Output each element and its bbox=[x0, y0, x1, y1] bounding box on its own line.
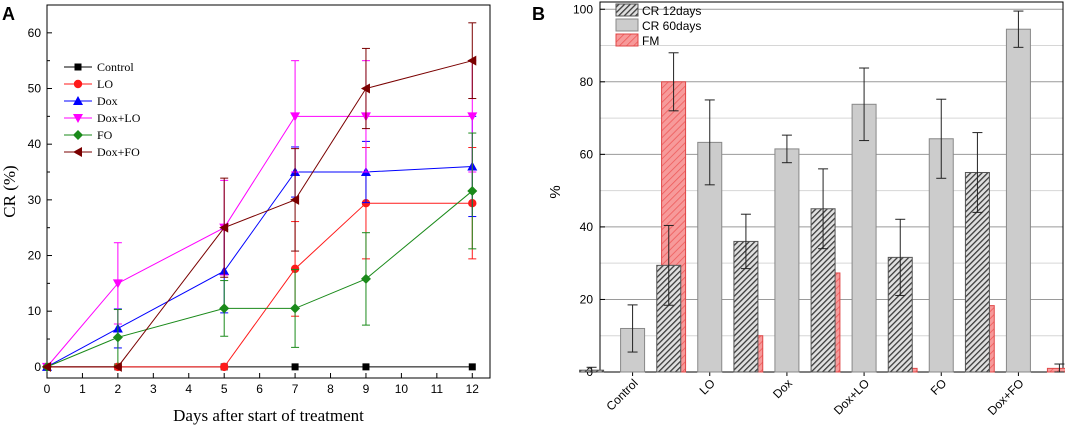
legend-label: FO bbox=[97, 128, 113, 142]
legend-marker bbox=[73, 130, 83, 140]
series-line bbox=[46, 165, 473, 368]
y-tick-label: 20 bbox=[28, 249, 42, 263]
y-tick-label: 100 bbox=[573, 2, 593, 16]
data-point bbox=[42, 361, 51, 372]
data-point bbox=[467, 185, 478, 196]
legend-marker bbox=[73, 114, 83, 123]
y-tick-label: 40 bbox=[580, 220, 594, 234]
panel-b-ylabel: % bbox=[547, 185, 564, 198]
legend-label: Control bbox=[97, 60, 134, 74]
x-tick-label: Control bbox=[603, 376, 640, 413]
legend-label: Dox bbox=[97, 94, 118, 108]
y-tick-label: 60 bbox=[28, 26, 42, 40]
x-tick-label: LO bbox=[697, 376, 718, 397]
data-point bbox=[362, 363, 370, 371]
x-tick-label: 8 bbox=[327, 382, 334, 396]
series-lo bbox=[42, 147, 477, 372]
y-tick-label: 40 bbox=[28, 137, 42, 151]
data-point bbox=[360, 273, 371, 284]
legend-label: LO bbox=[97, 77, 113, 91]
legend-marker bbox=[73, 79, 83, 89]
legend-label: Dox+FO bbox=[97, 145, 140, 159]
y-tick-label: 60 bbox=[580, 147, 594, 161]
x-tick-label: Dox+FO bbox=[985, 376, 1027, 418]
data-point bbox=[291, 363, 299, 371]
y-tick-label: 80 bbox=[580, 75, 594, 89]
data-point bbox=[112, 279, 123, 289]
series-line bbox=[46, 115, 473, 368]
panel-a-legend: Control LO Dox Dox+LO FO Dox+FO bbox=[64, 60, 141, 159]
x-tick-label: 11 bbox=[431, 382, 444, 396]
data-point bbox=[467, 55, 477, 66]
data-point bbox=[467, 112, 478, 122]
data-point bbox=[112, 332, 123, 343]
data-point bbox=[290, 264, 300, 274]
legend-marker bbox=[74, 63, 82, 71]
x-tick-label: 7 bbox=[292, 382, 299, 396]
legend-label: FM bbox=[642, 34, 659, 48]
legend-label: CR 12days bbox=[642, 4, 701, 18]
x-tick-label: 9 bbox=[363, 382, 370, 396]
data-point bbox=[112, 361, 122, 372]
legend-label: Dox+LO bbox=[97, 111, 141, 125]
bar-cr-60days bbox=[851, 103, 877, 373]
data-point bbox=[290, 194, 300, 205]
bar-fm bbox=[1046, 367, 1065, 373]
data-point bbox=[361, 198, 371, 208]
x-tick-label: 0 bbox=[44, 382, 51, 396]
y-tick-label: 30 bbox=[28, 193, 42, 207]
series-line bbox=[47, 60, 473, 368]
data-point bbox=[219, 303, 230, 314]
x-tick-label: 5 bbox=[221, 382, 228, 396]
series-fo bbox=[42, 132, 478, 372]
bar-cr-12days bbox=[964, 171, 990, 373]
panel-a-ylabel: CR (%) bbox=[0, 165, 19, 217]
legend-swatch bbox=[615, 18, 639, 32]
panel-a-label: A bbox=[2, 4, 15, 24]
data-point bbox=[290, 112, 301, 122]
x-tick-label: 3 bbox=[150, 382, 157, 396]
legend-marker bbox=[73, 147, 82, 157]
x-tick-label: 4 bbox=[185, 382, 192, 396]
data-point bbox=[468, 363, 476, 371]
panel-b-label: B bbox=[532, 4, 545, 24]
data-point bbox=[360, 83, 370, 94]
y-tick-label: 50 bbox=[28, 82, 42, 96]
series-line bbox=[47, 202, 473, 368]
y-tick-label: 0 bbox=[34, 360, 41, 374]
data-point bbox=[290, 303, 301, 314]
bar-cr-60days bbox=[1005, 28, 1031, 373]
x-tick-label: 1 bbox=[79, 382, 86, 396]
legend-marker bbox=[73, 96, 83, 105]
data-point bbox=[220, 362, 229, 372]
x-tick-label: 2 bbox=[115, 382, 122, 396]
legend-swatch bbox=[615, 33, 639, 47]
x-tick-label: 6 bbox=[256, 382, 263, 396]
x-tick-label: 12 bbox=[466, 382, 480, 396]
legend-swatch bbox=[615, 3, 639, 17]
panel-a-xlabel: Days after start of treatment bbox=[173, 406, 364, 425]
bar-cr-60days bbox=[774, 148, 800, 373]
legend-label: CR 60days bbox=[642, 19, 701, 33]
x-tick-label: Dox+LO bbox=[831, 376, 872, 417]
panel-a-frame bbox=[46, 4, 491, 379]
x-tick-label: 10 bbox=[395, 382, 409, 396]
series-dox-plus-fo bbox=[42, 22, 477, 372]
x-tick-label: FO bbox=[928, 376, 950, 398]
y-tick-label: 10 bbox=[28, 304, 42, 318]
panel-b: B 020406080100ControlLODoxDox+LOFODox+FO… bbox=[532, 1, 1065, 418]
data-point bbox=[219, 222, 229, 233]
series-line bbox=[46, 190, 473, 368]
y-tick-label: 20 bbox=[580, 292, 594, 306]
x-tick-label: Dox bbox=[770, 376, 795, 401]
